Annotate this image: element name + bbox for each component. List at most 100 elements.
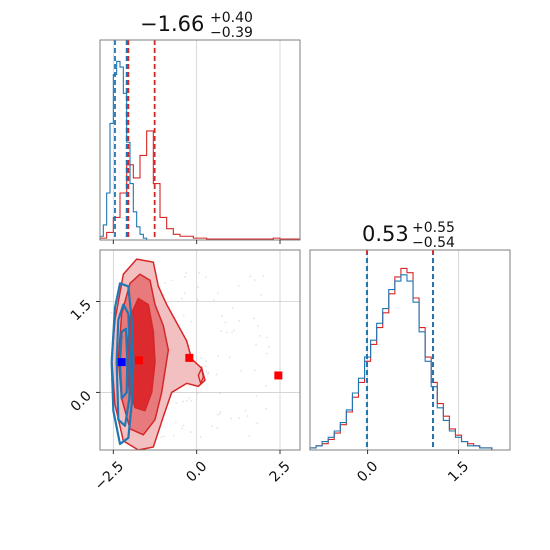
scatter-point (185, 271, 188, 274)
title-upper: +0.55 (412, 220, 455, 236)
scatter-point (160, 436, 163, 439)
density-contours (110, 258, 206, 450)
marker-marker_red (185, 353, 194, 362)
x-tick-label: 2.5 (267, 458, 294, 485)
title-value: 0.53 (362, 222, 409, 246)
axes-frame (309, 249, 511, 451)
scatter-point (244, 409, 247, 412)
quantile-lines (365, 250, 435, 450)
scatter-point (188, 397, 191, 400)
scatter-point (238, 319, 240, 322)
scatter-point (189, 344, 192, 347)
scatter-point (197, 286, 200, 289)
scatter-point (240, 370, 242, 372)
marker-marker_red (135, 356, 143, 365)
scatter-point (220, 330, 223, 333)
scatter-point (221, 314, 223, 317)
scatter-point (172, 434, 175, 437)
scatter-point (228, 356, 231, 359)
y-tick-label: 0.0 (68, 388, 95, 415)
scatter-point (198, 272, 200, 274)
axes-frame (99, 39, 301, 241)
scatter-point (216, 427, 219, 429)
grid-lines (112, 40, 281, 240)
scatter-point (196, 299, 199, 301)
scatter-point (182, 314, 185, 317)
scatter-point (190, 400, 193, 402)
scatter-point (206, 372, 209, 375)
y-tick-label: 1.5 (68, 297, 95, 324)
scatter-point (253, 369, 256, 372)
scatter-point (205, 370, 208, 373)
scatter-point (238, 416, 241, 419)
title-upper: +0.40 (210, 10, 253, 26)
scatter-point (253, 317, 256, 320)
scatter-point (260, 294, 263, 296)
x-tick-label: 0.0 (183, 458, 210, 485)
marker-marker_red (274, 371, 283, 380)
scatter-point (231, 307, 234, 310)
scatter-point (174, 421, 177, 424)
x-tick-label: 0.0 (354, 458, 381, 485)
marker-marker_blue (117, 358, 126, 367)
scatter-point (231, 331, 233, 334)
contour-blue-inner (118, 327, 129, 400)
x-tick-label: 1.5 (445, 458, 472, 485)
scatter-point (248, 435, 250, 437)
scatter-point (212, 299, 215, 302)
axis-ticks: −2.5 0.0 2.5 0.0 1.5 (68, 297, 294, 494)
scatter-point (265, 352, 268, 355)
axes-frame (99, 249, 301, 451)
scatter-point (215, 373, 218, 376)
scatter-point (211, 425, 213, 428)
scatter-point (207, 371, 210, 374)
quantile-lines (114, 40, 156, 240)
contour-red-blob (197, 365, 205, 386)
histogram-blue (99, 60, 148, 240)
scatter-point (196, 392, 199, 395)
panel-bottom-left: −2.5 0.0 2.5 0.0 1.5 (68, 249, 301, 494)
scatter-point (205, 276, 207, 279)
scatter-point (185, 399, 188, 402)
scatter-point (163, 435, 165, 438)
x-ticks: 0.0 1.5 (354, 450, 472, 486)
scatter-point (249, 275, 252, 278)
scatter-point (267, 345, 270, 348)
histogram-series (99, 60, 301, 240)
scatter-point (110, 311, 113, 314)
scatter-point (230, 417, 233, 420)
title-lower: −0.39 (210, 25, 253, 41)
scatter-point (218, 413, 221, 416)
scatter-point (181, 400, 184, 403)
scatter-point (183, 291, 186, 294)
scatter-point (218, 392, 221, 395)
title-lower: −0.54 (412, 235, 455, 251)
scatter-point (237, 284, 240, 287)
scatter-point (246, 415, 249, 418)
scatter-point (205, 360, 207, 363)
scatter-point (164, 282, 167, 284)
scatter-point (265, 384, 267, 387)
contour-blue-mid (115, 303, 132, 427)
scatter-point (216, 413, 219, 416)
scatter-point (255, 395, 258, 397)
scatter-point (233, 329, 235, 332)
scatter-point (190, 320, 193, 323)
scatter-point (265, 407, 267, 410)
scatter-point (262, 275, 265, 278)
scatter-point (183, 275, 186, 278)
scatter-point (200, 357, 203, 360)
scatter-point (224, 321, 227, 324)
scatter-point (217, 355, 220, 358)
scatter-point (216, 292, 219, 295)
scatter-point (219, 411, 222, 414)
contour-blue-outer (110, 282, 135, 446)
x-tick-label: −2.5 (92, 458, 127, 493)
scatter-point (181, 427, 183, 430)
scatter-point (257, 324, 259, 327)
histogram-series (309, 267, 510, 451)
title-value: −1.66 (140, 12, 204, 36)
scatter-point (255, 343, 257, 346)
truth-markers (117, 353, 283, 380)
